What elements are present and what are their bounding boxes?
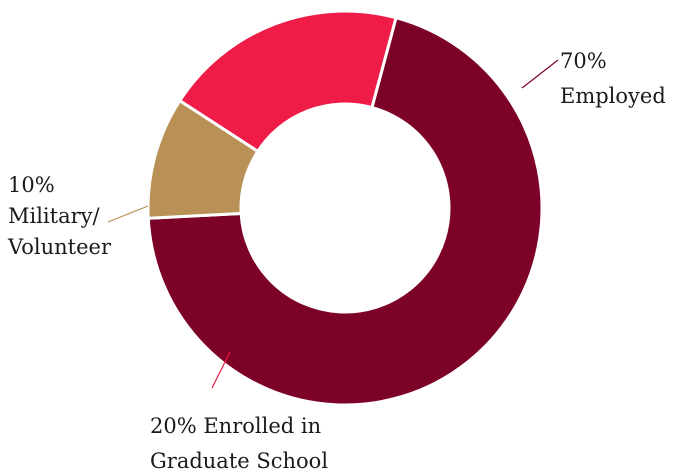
slice-graduate-school <box>177 9 398 154</box>
slice-label-military-percent: 10% <box>8 173 55 197</box>
leader-line-group <box>107 59 559 389</box>
slice-label-military-line2: Military/ <box>8 204 101 228</box>
slice-military-volunteer <box>146 98 260 220</box>
leader-line-employed <box>521 59 559 89</box>
slice-label-military-line3: Volunteer <box>7 235 112 259</box>
slice-employed <box>146 15 544 407</box>
leader-line-military <box>107 205 149 223</box>
slice-group <box>146 9 544 407</box>
leader-line-graduate <box>211 351 231 389</box>
slice-label-graduate-line1: 20% Enrolled in <box>150 414 321 438</box>
slice-label-employed-percent: 70% <box>560 49 607 73</box>
slice-label-employed-name: Employed <box>560 84 666 108</box>
slice-label-graduate-line2: Graduate School <box>150 449 328 473</box>
